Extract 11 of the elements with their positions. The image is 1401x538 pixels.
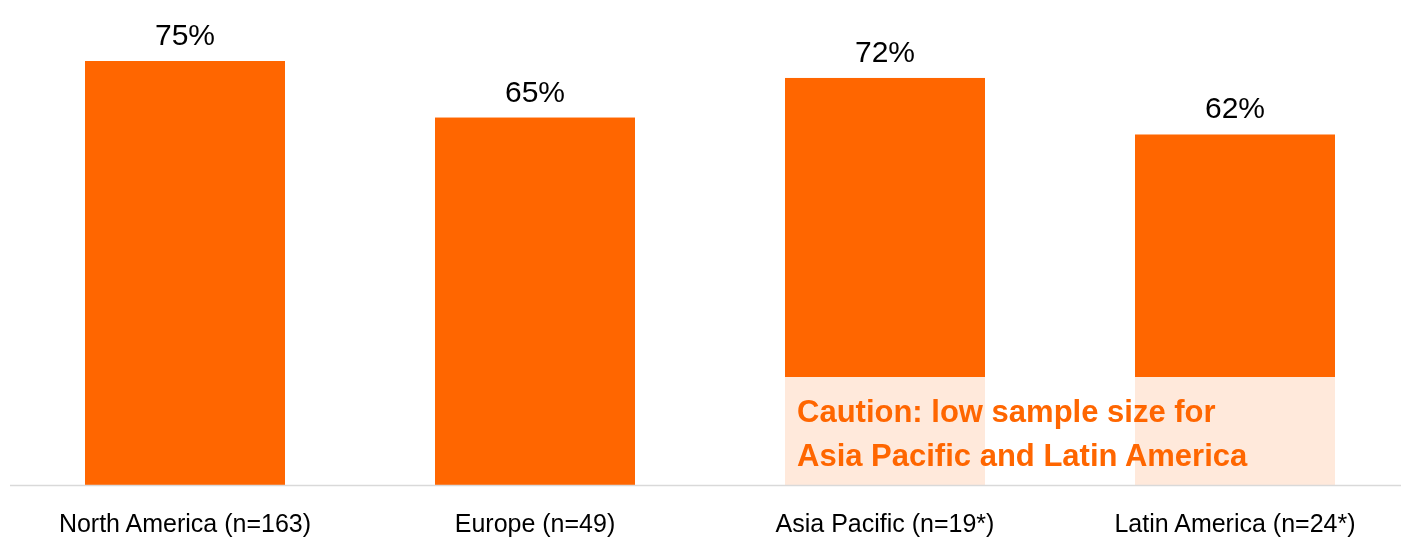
bar <box>85 61 285 485</box>
x-tick-label: Latin America (n=24*) <box>1114 509 1356 537</box>
x-tick-label: Asia Pacific (n=19*) <box>775 509 995 537</box>
data-label: 72% <box>854 34 916 68</box>
data-label: 75% <box>154 18 216 51</box>
data-label: 62% <box>1204 91 1266 125</box>
annotation: Caution: low sample size for Asia Pacific and Latin America <box>797 394 1248 473</box>
bar <box>435 117 635 485</box>
x-tick-label: North America (n=163) <box>58 509 312 537</box>
data-label: 65% <box>504 74 566 108</box>
x-tick-label: Europe (n=49) <box>454 509 616 537</box>
